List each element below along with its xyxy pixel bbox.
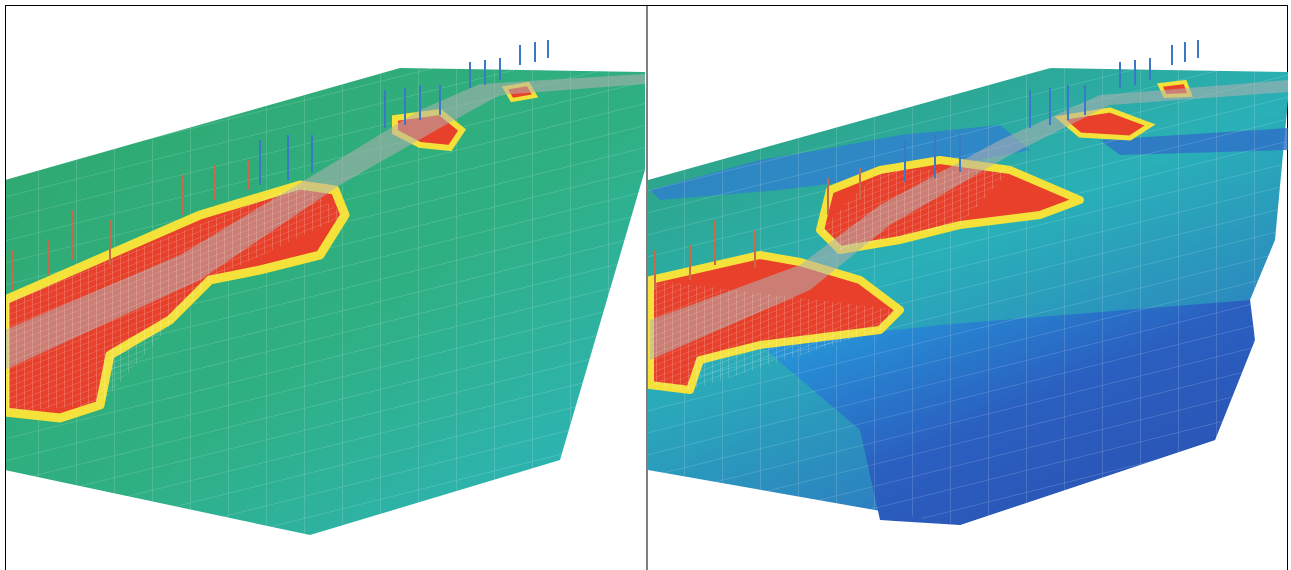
- right-render: [648, 40, 1288, 525]
- page: [0, 0, 1291, 570]
- figure: [0, 0, 1291, 570]
- left-render: [5, 40, 645, 535]
